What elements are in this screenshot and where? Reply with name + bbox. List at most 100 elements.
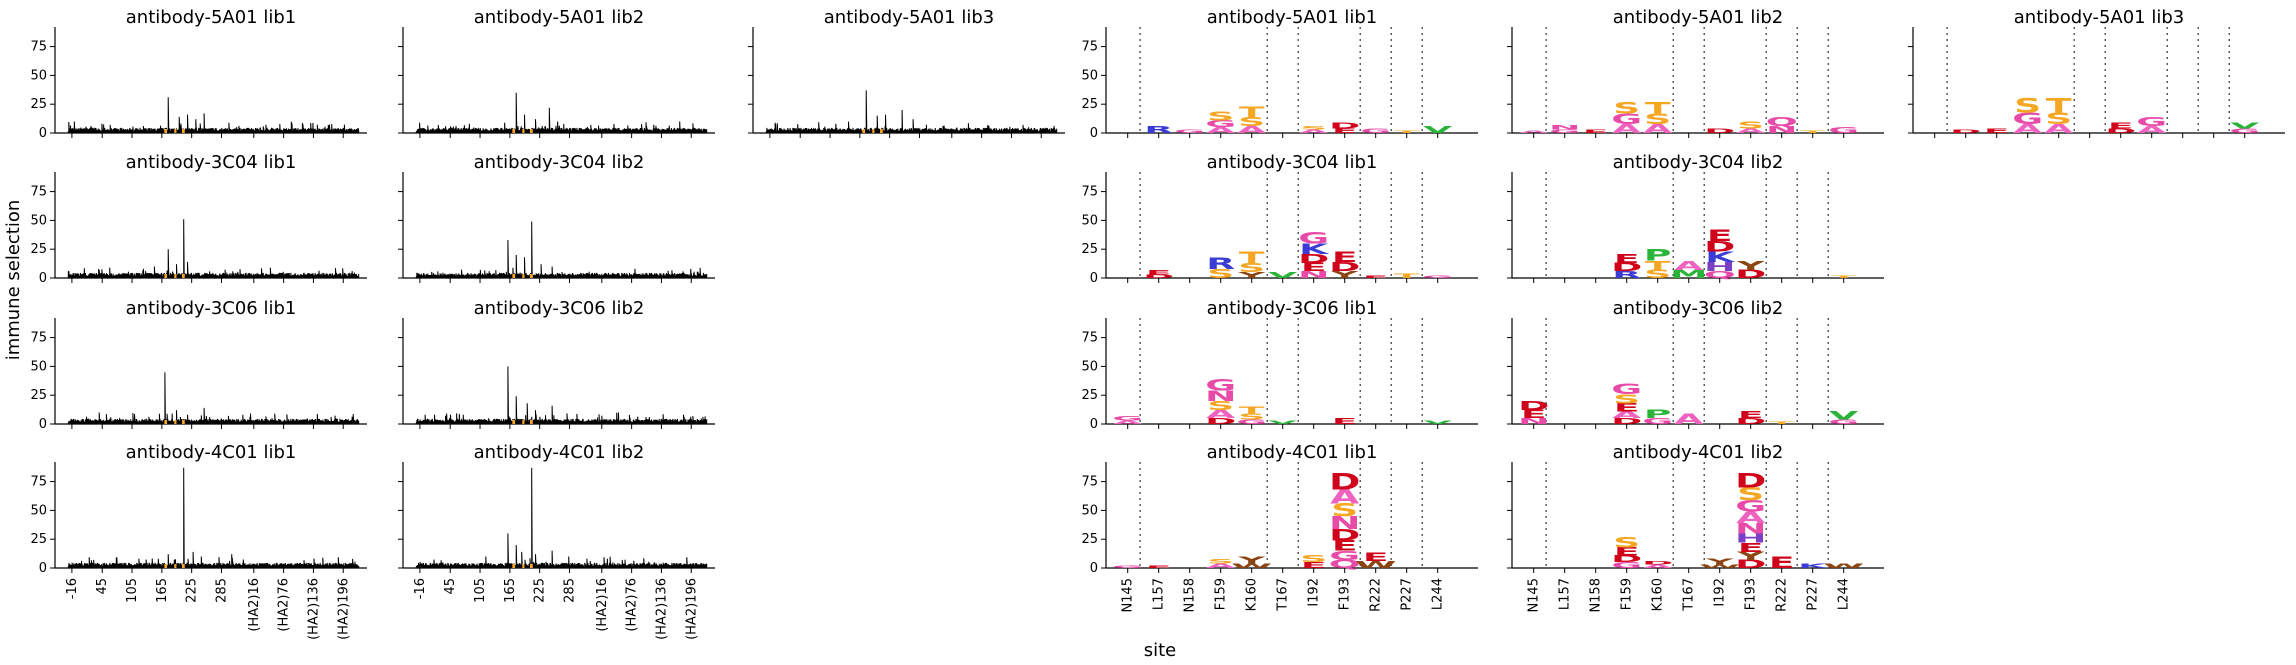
logo-panel-antibody-3C04-lib2-logo-letter: S xyxy=(1644,268,1671,281)
logo-panel-antibody-3C04-lib1-logo-letter: E xyxy=(1146,269,1172,276)
logo-panel-antibody-5A01-lib2-logo-letter: S xyxy=(1737,120,1764,131)
logo-panel-antibody-5A01-lib3-title: antibody-5A01 lib3 xyxy=(2014,7,2184,28)
logo-panel-antibody-5A01-lib1-logo-letter: A xyxy=(1206,126,1235,135)
logo-panel-antibody-4C01-lib1-title: antibody-4C01 lib1 xyxy=(1207,442,1378,463)
logo-panel-antibody-4C01-lib2-logo-letter: W xyxy=(1699,564,1740,570)
logo-panel-antibody-3C04-lib1-ytick-label: 75 xyxy=(1081,185,1098,200)
logo-panel-antibody-3C04-lib1-logo-letter: R xyxy=(1206,254,1235,273)
logo-panel-antibody-4C01-lib2-logo-letter: K xyxy=(1798,562,1829,569)
logo-panel-antibody-3C04-lib2-logo-letter: M xyxy=(1670,268,1707,281)
logo-panel-antibody-4C01-lib2-logo-letter: E xyxy=(1769,553,1795,572)
logo-panel-antibody-4C01-lib2-logo-letter: D xyxy=(1735,558,1766,571)
logo-panel-antibody-4C01-lib1-logo-letter: E xyxy=(1301,561,1327,570)
line-panel-antibody-4C01-lib2-title: antibody-4C01 lib2 xyxy=(474,442,645,463)
logo-panel-antibody-3C06-lib2-logo-letter: G xyxy=(1611,381,1642,398)
line-panel-antibody-4C01-lib2-xtick-label: (HA2)196 xyxy=(684,578,699,640)
logo-panel-antibody-3C04-lib2-logo-letter: A xyxy=(1674,258,1703,273)
line-panel-antibody-3C06-lib2-site-marker xyxy=(530,420,533,424)
line-panel-antibody-5A01-lib1-site-marker xyxy=(174,129,177,133)
logo-panel-antibody-3C04-lib1-ytick-label: 0 xyxy=(1090,271,1098,286)
line-panel-antibody-3C06-lib1-ytick-label: 50 xyxy=(30,359,47,374)
logo-panel-antibody-4C01-lib1-logo-letter: W xyxy=(1355,560,1396,571)
logo-panel-antibody-3C06-lib1-ytick-label: 0 xyxy=(1090,417,1098,432)
logo-panel-antibody-4C01-lib2-site-label: F159 xyxy=(1620,578,1635,610)
logo-panel-antibody-3C06-lib2-logo-letter: G xyxy=(1828,418,1859,425)
logo-panel-antibody-4C01-lib2-site-label: I192 xyxy=(1713,578,1728,607)
logo-panel-antibody-5A01-lib2-logo-letter: N xyxy=(1549,124,1580,131)
line-panel-antibody-4C01-lib1-series-line xyxy=(67,467,360,568)
logo-panel-antibody-4C01-lib2-logo-letter: G xyxy=(1735,497,1766,516)
logo-panel-antibody-5A01-lib3-logo-letter: D xyxy=(2105,127,2136,134)
logo-panel-antibody-3C06-lib1-logo-letter: E xyxy=(1332,417,1358,426)
logo-panel-antibody-4C01-lib2-site-label: P227 xyxy=(1806,578,1821,611)
logo-panel-antibody-5A01-lib1-ytick-label: 50 xyxy=(1081,68,1098,83)
logo-panel-antibody-5A01-lib3-logo-letter: V xyxy=(2230,121,2259,130)
line-panel-antibody-5A01-lib1: antibody-5A01 lib1 0 25 50 75 xyxy=(30,7,367,141)
line-panel-antibody-3C04-lib2-site-marker xyxy=(522,274,525,278)
line-panel-antibody-4C01-lib1-xtick-label: -16 xyxy=(65,578,80,599)
line-panel-antibody-5A01-lib2: antibody-5A01 lib2 xyxy=(398,7,715,138)
line-panel-antibody-4C01-lib2-site-marker xyxy=(530,564,533,568)
line-panel-antibody-5A01-lib1-title: antibody-5A01 lib1 xyxy=(126,7,296,28)
logo-panel-antibody-5A01-lib2-logo-letter: A xyxy=(1736,127,1765,134)
logo-panel-antibody-3C06-lib2-logo-letter: E xyxy=(1738,410,1764,421)
logo-panel-antibody-3C04-lib1-logo-letter: E xyxy=(1301,261,1327,274)
logo-panel-antibody-3C06-lib1-logo-letter: N xyxy=(1205,388,1236,405)
logo-panel-antibody-5A01-lib2-logo-letter: A xyxy=(1643,121,1672,136)
logo-panel-antibody-4C01-lib2-site-label: L157 xyxy=(1558,578,1573,610)
logo-panel-antibody-3C06-lib1-logo-letter: G xyxy=(1205,376,1236,395)
line-panel-antibody-4C01-lib1-xtick-label: 105 xyxy=(125,578,140,603)
logo-panel-antibody-5A01-lib1-logo-letter: T xyxy=(1394,130,1421,134)
logo-panel-antibody-3C04-lib1-logo-letter: G xyxy=(1298,229,1329,248)
logo-panel-antibody-3C06-lib2-logo-letter: D xyxy=(1611,417,1642,426)
logo-panel-antibody-5A01-lib1-logo-letter: S xyxy=(1207,109,1234,124)
logo-panel-antibody-3C04-lib1-logo-letter: N xyxy=(1298,270,1329,281)
line-panel-antibody-4C01-lib2-site-marker xyxy=(522,564,525,568)
line-panel-antibody-3C06-lib2-site-marker xyxy=(522,420,525,424)
line-panel-antibody-4C01-lib1-xtick-label: (HA2)16 xyxy=(247,578,262,632)
logo-panel-antibody-3C04-lib1-logo-letter: D xyxy=(1329,259,1360,274)
logo-panel-antibody-3C04-lib1-logo-letter: G xyxy=(1422,275,1453,279)
line-panel-antibody-5A01-lib3-series-line xyxy=(765,90,1058,133)
logo-panel-antibody-3C06-lib2-logo-letter: P xyxy=(1644,408,1672,421)
logo-panel-antibody-3C06-lib1-logo-letter: A xyxy=(1206,408,1236,421)
line-panel-antibody-4C01-lib2-xtick-label: 285 xyxy=(562,578,577,603)
logo-panel-antibody-3C06-lib2-logo-letter: V xyxy=(1829,409,1859,422)
line-panel-antibody-3C04-lib1-ytick-label: 25 xyxy=(30,242,47,257)
logo-panel-antibody-4C01-lib2-logo-letter: S xyxy=(1613,534,1640,551)
logo-panel-antibody-5A01-lib3-logo-letter: S xyxy=(2014,95,2041,117)
line-panel-antibody-5A01-lib3: antibody-5A01 lib3 xyxy=(748,7,1065,138)
logo-panel-antibody-3C04-lib2-logo-letter: T xyxy=(1831,275,1858,279)
line-panel-antibody-4C01-lib2-xtick-label: 165 xyxy=(503,578,518,603)
logo-panel-antibody-3C06-lib2-logo-letter: T xyxy=(1769,421,1796,425)
logo-panel-antibody-4C01-lib1-logo-letter: S xyxy=(1331,500,1358,520)
logo-panel-antibody-5A01-lib1-logo-letter: A xyxy=(1237,125,1267,136)
logo-panel-antibody-5A01-lib3-logo-letter: G xyxy=(2229,127,2260,134)
logo-panel-antibody-5A01-lib1-logo-letter: S xyxy=(1300,125,1327,131)
logo-panel-antibody-4C01-lib1-site-label: L244 xyxy=(1431,578,1446,610)
line-panel-antibody-3C04-lib1-ytick-label: 50 xyxy=(30,213,47,228)
logo-panel-antibody-3C06-lib1-ytick-label: 50 xyxy=(1081,359,1098,374)
line-panel-antibody-4C01-lib1-ytick-label: 75 xyxy=(30,475,47,490)
logo-panel-antibody-4C01-lib1-ytick-label: 0 xyxy=(1090,561,1098,576)
logo-panel-antibody-3C04-lib1-logo-letter: V xyxy=(1268,271,1297,280)
logo-panel-antibody-3C04-lib1-title: antibody-3C04 lib1 xyxy=(1207,152,1378,173)
logo-panel-antibody-3C04-lib2-logo-letter: D xyxy=(1611,261,1642,274)
line-panel-antibody-4C01-lib2-xtick-label: 45 xyxy=(443,578,458,595)
logo-panel-antibody-3C04-lib1-ytick-label: 50 xyxy=(1081,213,1098,228)
logo-panel-antibody-3C04-lib2-logo-letter: R xyxy=(1612,270,1641,281)
line-panel-antibody-5A01-lib1-series-line xyxy=(67,97,360,133)
logo-panel-antibody-4C01-lib1-logo-letter: Q xyxy=(1329,558,1361,571)
line-panel-antibody-5A01-lib2-series-line xyxy=(415,92,708,133)
logo-panel-antibody-3C06-lib2-logo-letter: E xyxy=(1614,401,1640,414)
logo-panel-antibody-3C06-lib2-logo-letter: A xyxy=(1674,411,1703,428)
line-panel-antibody-3C04-lib2: antibody-3C04 lib2 xyxy=(398,152,715,283)
logo-panel-antibody-4C01-lib1-logo-letter: Y xyxy=(1237,555,1267,566)
logo-panel-antibody-4C01-lib2-site-label: K160 xyxy=(1651,578,1666,611)
line-panel-antibody-4C01-lib1-title: antibody-4C01 lib1 xyxy=(126,442,297,463)
line-panel-antibody-4C01-lib2-xtick-label: (HA2)16 xyxy=(595,578,610,632)
line-panel-antibody-3C06-lib1-site-marker xyxy=(174,420,177,424)
line-panel-antibody-3C06-lib2-site-marker xyxy=(512,420,516,424)
